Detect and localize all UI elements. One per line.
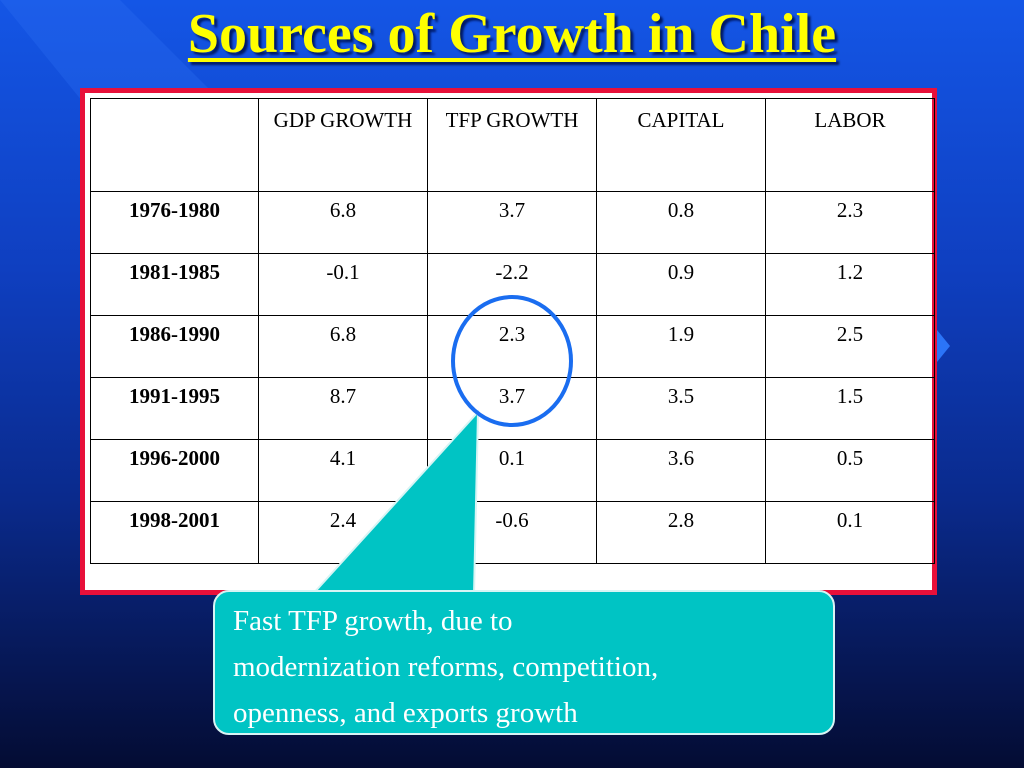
period-cell: 1986-1990 (90, 315, 259, 378)
capital-cell: 1.9 (596, 315, 766, 378)
header-cell-gdp-growth: GDP GROWTH (258, 98, 428, 192)
header-cell-period (90, 98, 259, 192)
period-cell: 1991-1995 (90, 377, 259, 440)
tfp-cell: -0.6 (427, 501, 597, 564)
gdp-cell: -0.1 (258, 253, 428, 316)
capital-cell: 0.9 (596, 253, 766, 316)
capital-cell: 3.5 (596, 377, 766, 440)
growth-table: GDP GROWTH TFP GROWTH CAPITAL LABOR 1976… (90, 98, 935, 564)
period-cell: 1996-2000 (90, 439, 259, 502)
labor-cell: 2.5 (765, 315, 935, 378)
header-cell-capital: CAPITAL (596, 98, 766, 192)
table-row: 1976-1980 6.8 3.7 0.8 2.3 (90, 191, 935, 254)
gdp-cell: 8.7 (258, 377, 428, 440)
tfp-cell: 0.1 (427, 439, 597, 502)
labor-cell: 1.2 (765, 253, 935, 316)
labor-cell: 0.5 (765, 439, 935, 502)
table-row: 1981-1985 -0.1 -2.2 0.9 1.2 (90, 253, 935, 316)
table-row: 1996-2000 4.1 0.1 3.6 0.5 (90, 439, 935, 502)
labor-cell: 0.1 (765, 501, 935, 564)
period-cell: 1976-1980 (90, 191, 259, 254)
table-row: 1991-1995 8.7 3.7 3.5 1.5 (90, 377, 935, 440)
gdp-cell: 4.1 (258, 439, 428, 502)
gdp-cell: 2.4 (258, 501, 428, 564)
labor-cell: 1.5 (765, 377, 935, 440)
capital-cell: 3.6 (596, 439, 766, 502)
capital-cell: 2.8 (596, 501, 766, 564)
header-cell-labor: LABOR (765, 98, 935, 192)
table-row: 1998-2001 2.4 -0.6 2.8 0.1 (90, 501, 935, 564)
labor-cell: 2.3 (765, 191, 935, 254)
table-row: 1986-1990 6.8 2.3 1.9 2.5 (90, 315, 935, 378)
tfp-cell: 3.7 (427, 191, 597, 254)
growth-table-frame: GDP GROWTH TFP GROWTH CAPITAL LABOR 1976… (80, 88, 937, 595)
tfp-cell: -2.2 (427, 253, 597, 316)
gdp-cell: 6.8 (258, 315, 428, 378)
period-cell: 1981-1985 (90, 253, 259, 316)
callout-box: Fast TFP growth, due to modernization re… (213, 590, 835, 735)
gdp-cell: 6.8 (258, 191, 428, 254)
table-header-row: GDP GROWTH TFP GROWTH CAPITAL LABOR (90, 98, 935, 192)
header-cell-tfp-growth: TFP GROWTH (427, 98, 597, 192)
capital-cell: 0.8 (596, 191, 766, 254)
tfp-cell: 3.7 (427, 377, 597, 440)
period-cell: 1998-2001 (90, 501, 259, 564)
tfp-cell: 2.3 (427, 315, 597, 378)
slide-title: Sources of Growth in Chile (187, 3, 837, 65)
